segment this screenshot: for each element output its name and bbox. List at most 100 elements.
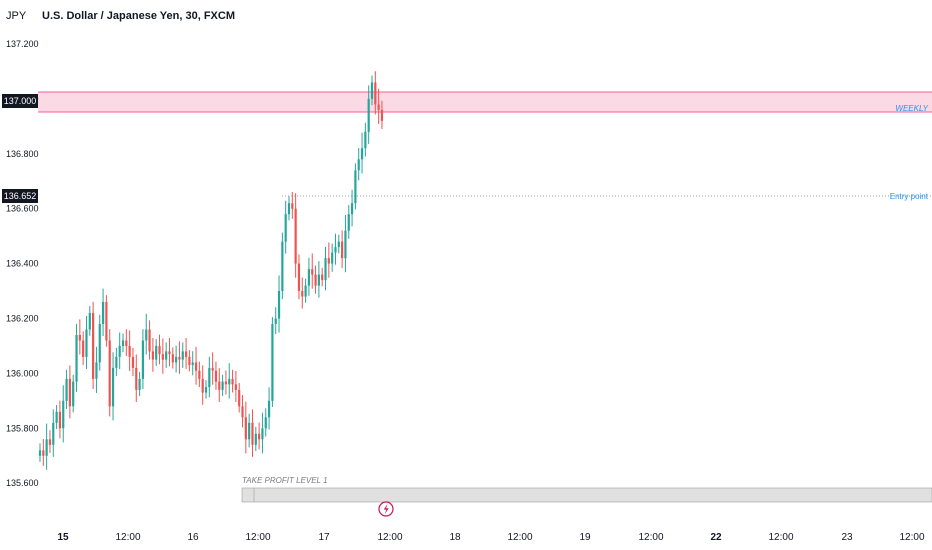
candle-body — [151, 351, 154, 360]
candle-body — [284, 214, 287, 242]
candle-body — [38, 450, 42, 456]
candle-body — [108, 340, 111, 407]
price-tag-entry: 136.652 — [2, 189, 38, 203]
candle-body — [364, 131, 367, 149]
candle-body — [311, 269, 314, 275]
candle-body — [148, 329, 151, 352]
x-tick-label: 12:00 — [507, 532, 532, 543]
x-tick-label: 19 — [579, 532, 591, 543]
candle-body — [65, 378, 68, 401]
take-profit-box — [241, 487, 932, 503]
candle-body — [191, 362, 194, 366]
candle-body — [165, 351, 168, 360]
lightning-bolt-icon[interactable] — [378, 501, 394, 517]
x-tick-label: 12:00 — [377, 532, 402, 543]
candle-body — [88, 313, 91, 330]
y-tick-label: 136.000 — [6, 368, 39, 378]
candle-body — [221, 381, 224, 390]
candle-body — [201, 378, 204, 393]
candle-body — [42, 450, 45, 456]
candle-body — [294, 208, 297, 264]
candle-body — [344, 230, 347, 259]
x-tick-label: 12:00 — [768, 532, 793, 543]
candle-body — [115, 356, 118, 368]
candle-body — [198, 370, 201, 379]
candle-body — [135, 367, 138, 390]
candle-body — [208, 367, 211, 388]
candle-body — [281, 241, 284, 291]
price-tag-zone-box — [2, 94, 38, 108]
candle-body — [211, 367, 214, 371]
candle-body — [52, 422, 55, 445]
y-tick-label: 135.800 — [6, 423, 39, 433]
candle-body — [274, 318, 277, 324]
candle-body — [370, 82, 374, 99]
candle-body — [95, 362, 98, 379]
candle-body — [228, 378, 231, 385]
y-tick-label: 135.600 — [6, 478, 39, 488]
candle-body — [128, 345, 131, 357]
candle-body — [178, 356, 181, 360]
candle-body — [291, 203, 294, 209]
candle-body — [72, 381, 75, 407]
candle-body — [101, 302, 105, 324]
candle-body — [184, 351, 188, 357]
candle-body — [301, 291, 304, 297]
candle-body — [321, 274, 324, 281]
candle-body — [55, 411, 58, 423]
candle-body — [145, 329, 148, 341]
candle-body — [331, 252, 334, 264]
candle-body — [261, 428, 264, 440]
candle-body — [367, 98, 370, 132]
price-tag-entry-box — [2, 189, 38, 203]
candle-body — [181, 351, 184, 360]
candle-body — [194, 362, 198, 371]
candle-body — [85, 329, 88, 357]
candle-body — [141, 340, 145, 379]
candle-body — [360, 148, 364, 160]
candle-body — [171, 354, 174, 363]
candle-body — [161, 354, 164, 360]
candle-body — [307, 269, 311, 286]
candle-body — [380, 109, 384, 121]
chart-title: U.S. Dollar / Japanese Yen, 30, FXCM — [42, 10, 235, 22]
candle-body — [231, 378, 234, 385]
candle-body — [82, 340, 85, 357]
candle-body — [377, 104, 380, 110]
candle-body — [155, 345, 158, 360]
candle-body — [111, 367, 115, 407]
candle-body — [75, 335, 78, 382]
candle-body — [341, 241, 344, 259]
candle-body — [168, 351, 171, 355]
candle-body — [254, 433, 257, 445]
candle-body — [204, 387, 208, 393]
candle-body — [347, 214, 350, 231]
x-tick-label: 12:00 — [115, 532, 140, 543]
y-tick-label: 136.800 — [6, 149, 39, 159]
candle-body — [105, 302, 108, 341]
y-tick-label: 137.200 — [6, 39, 39, 49]
candlestick-series — [38, 71, 384, 470]
x-tick-label: 12:00 — [245, 532, 270, 543]
candle-body — [68, 378, 71, 407]
candle-body — [337, 241, 340, 248]
candle-body — [58, 411, 62, 429]
y-tick-label: 136.200 — [6, 314, 39, 324]
candle-body — [214, 370, 218, 382]
candle-body — [251, 422, 254, 445]
candle-body — [238, 389, 241, 407]
y-tick-label: 136.400 — [6, 259, 39, 269]
candle-body — [234, 384, 237, 390]
candle-body — [241, 406, 244, 418]
candle-body — [267, 400, 271, 418]
candle-body — [354, 170, 357, 204]
candle-body — [327, 258, 330, 264]
candle-body — [304, 285, 307, 297]
candle-body — [287, 203, 291, 215]
candle-body — [62, 400, 65, 429]
candle-body — [92, 313, 95, 379]
entry-point-label: Entry point — [890, 192, 929, 201]
x-tick-label: 12:00 — [899, 532, 924, 543]
candle-body — [317, 274, 320, 286]
